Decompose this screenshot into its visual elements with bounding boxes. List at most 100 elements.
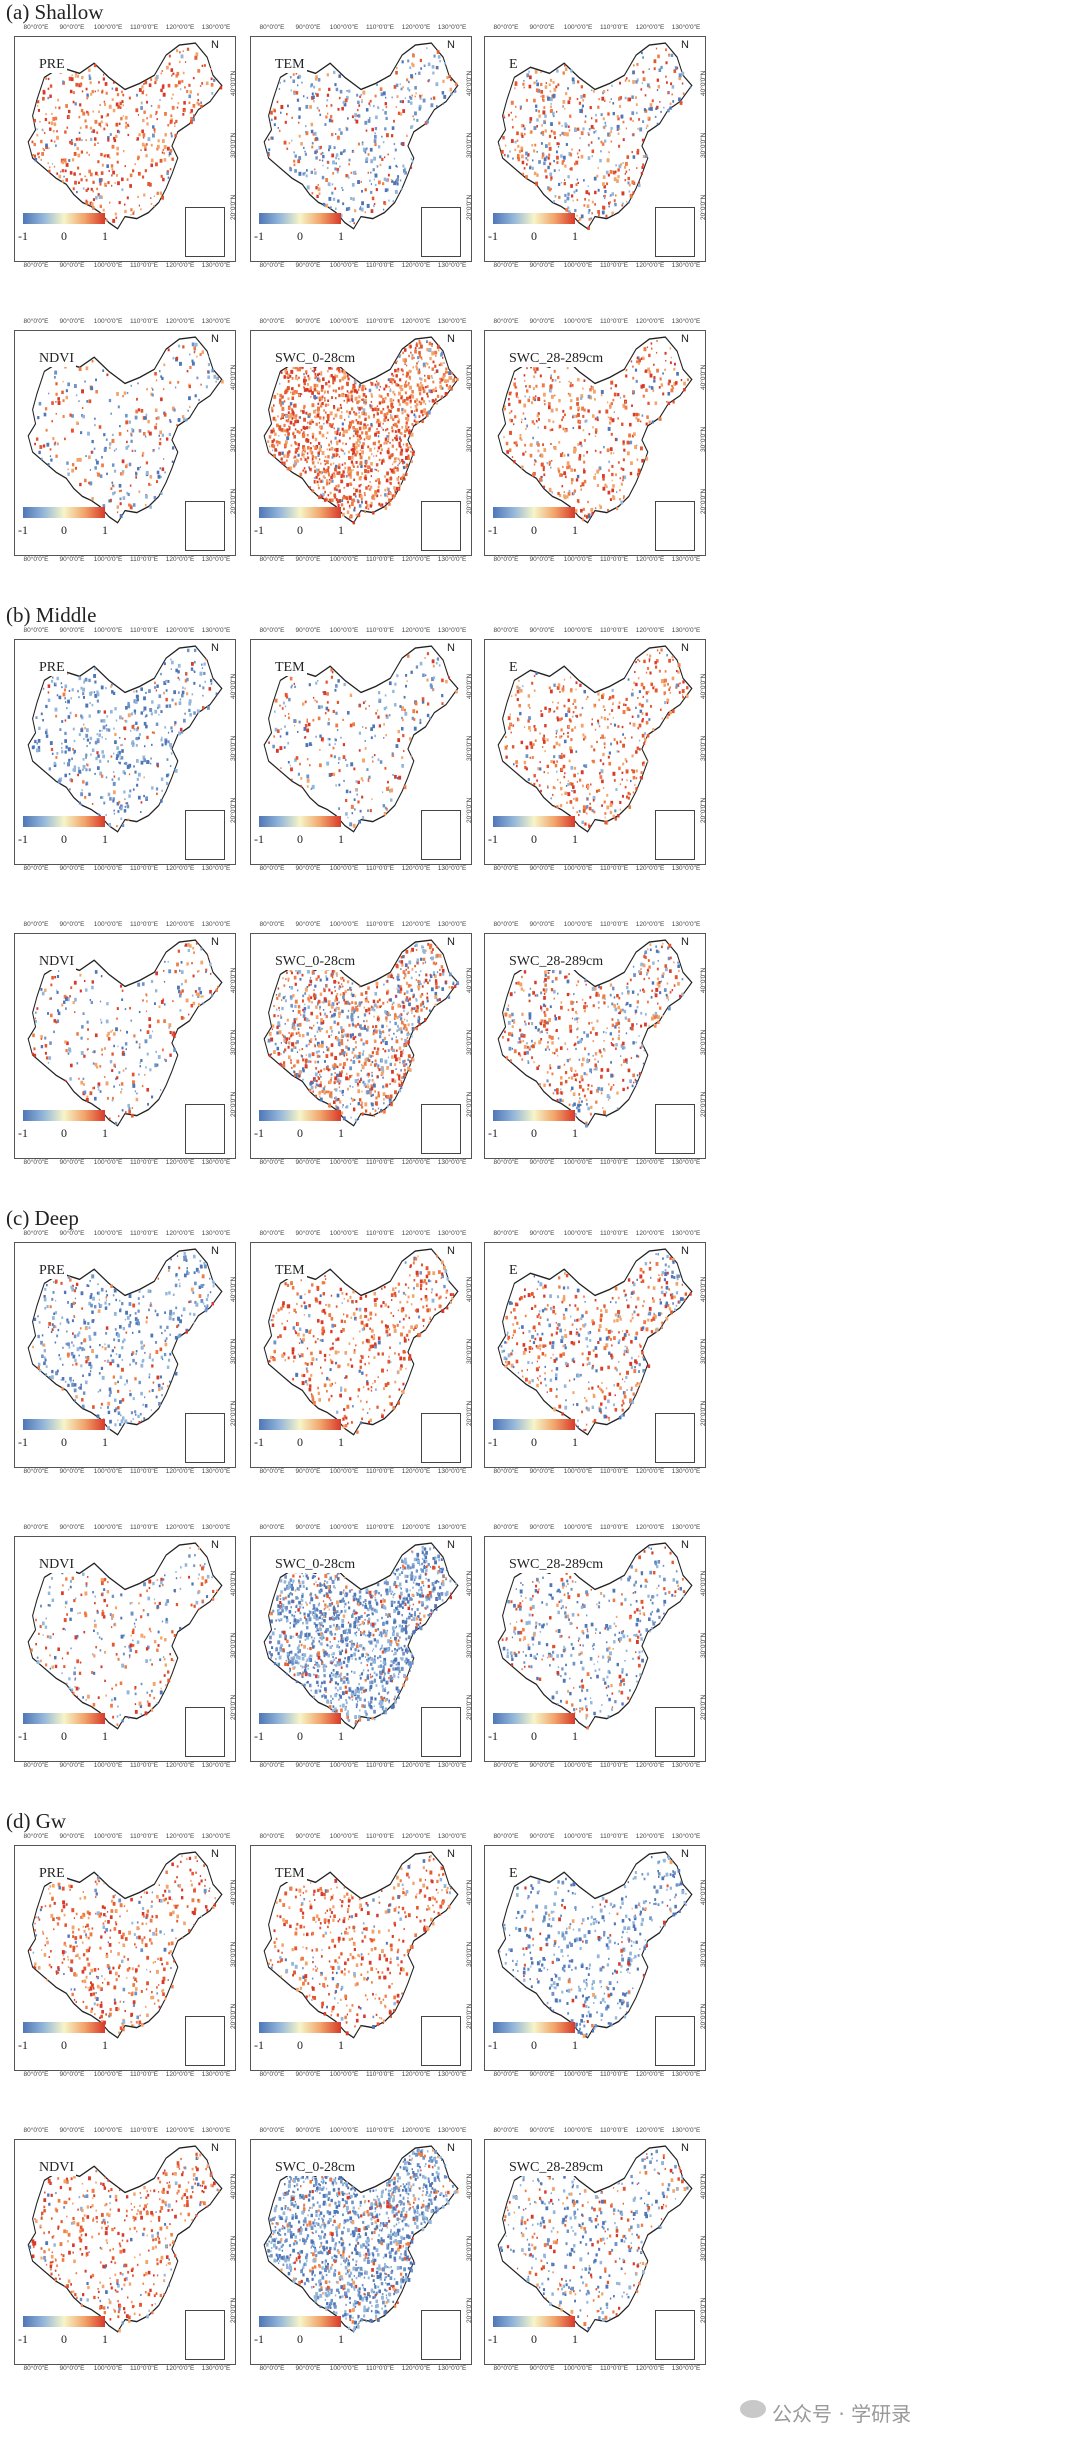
correlation-pixel — [595, 130, 597, 133]
correlation-pixel — [580, 723, 584, 728]
correlation-pixel — [557, 375, 560, 380]
correlation-pixel — [356, 434, 359, 438]
correlation-pixel — [370, 503, 373, 507]
correlation-pixel — [582, 93, 586, 98]
correlation-pixel — [624, 161, 628, 166]
correlation-pixel — [118, 130, 121, 134]
correlation-pixel — [345, 812, 348, 816]
correlation-pixel — [660, 110, 662, 113]
correlation-pixel — [552, 760, 556, 764]
correlation-pixel — [625, 760, 628, 763]
correlation-pixel — [121, 177, 124, 182]
correlation-pixel — [411, 160, 414, 163]
correlation-pixel — [544, 403, 546, 406]
correlation-pixel — [53, 761, 56, 765]
correlation-pixel — [92, 180, 95, 184]
correlation-pixel — [278, 428, 281, 431]
correlation-pixel — [387, 409, 391, 413]
correlation-pixel — [327, 737, 330, 741]
correlation-pixel — [422, 400, 426, 404]
correlation-pixel — [317, 392, 319, 394]
correlation-pixel — [542, 737, 545, 742]
correlation-pixel — [376, 463, 378, 467]
correlation-pixel — [141, 129, 144, 134]
colorbar — [259, 816, 341, 827]
correlation-pixel — [604, 483, 607, 487]
correlation-pixel — [305, 131, 309, 136]
correlation-pixel — [122, 104, 124, 107]
correlation-pixel — [544, 119, 546, 122]
correlation-pixel — [93, 137, 97, 141]
correlation-pixel — [514, 693, 517, 697]
correlation-pixel — [290, 444, 293, 447]
correlation-pixel — [671, 655, 674, 659]
correlation-pixel — [404, 399, 406, 401]
correlation-pixel — [528, 716, 531, 721]
correlation-pixel — [271, 409, 274, 413]
correlation-pixel — [178, 678, 181, 681]
lon-tick-label: 120°0'0"E — [165, 556, 195, 563]
correlation-pixel — [310, 787, 313, 790]
correlation-pixel — [588, 128, 591, 131]
lon-tick-label: 110°0'0"E — [365, 318, 395, 325]
correlation-pixel — [85, 728, 89, 733]
correlation-pixel — [653, 376, 656, 380]
correlation-pixel — [646, 653, 648, 656]
correlation-pixel — [72, 187, 75, 191]
correlation-pixel — [418, 351, 421, 355]
correlation-pixel — [335, 447, 339, 452]
correlation-pixel — [186, 89, 189, 93]
correlation-pixel — [328, 448, 331, 451]
correlation-pixel — [86, 763, 89, 767]
correlation-pixel — [48, 767, 51, 771]
correlation-pixel — [535, 181, 539, 186]
correlation-pixel — [55, 144, 57, 147]
correlation-pixel — [289, 676, 293, 681]
correlation-pixel — [314, 446, 318, 451]
correlation-pixel — [97, 193, 100, 197]
correlation-pixel — [310, 451, 314, 455]
correlation-pixel — [588, 192, 590, 195]
correlation-pixel — [571, 481, 573, 485]
correlation-pixel — [564, 108, 566, 110]
correlation-pixel — [118, 754, 121, 757]
correlation-pixel — [395, 66, 398, 70]
correlation-pixel — [311, 457, 314, 461]
correlation-pixel — [606, 805, 610, 810]
correlation-pixel — [341, 369, 344, 373]
correlation-pixel — [141, 91, 144, 95]
correlation-pixel — [640, 51, 643, 55]
lon-labels-bottom: 80°0'0"E 90°0'0"E 100°0'0"E 110°0'0"E 120°0'… — [16, 865, 231, 875]
correlation-pixel — [376, 411, 378, 414]
correlation-pixel — [402, 168, 406, 173]
correlation-pixel — [637, 127, 639, 130]
correlation-pixel — [114, 212, 117, 216]
correlation-pixel — [349, 437, 351, 440]
correlation-pixel — [91, 703, 94, 707]
correlation-pixel — [325, 437, 328, 440]
correlation-pixel — [272, 416, 276, 421]
correlation-pixel — [376, 428, 378, 430]
correlation-pixel — [606, 725, 609, 729]
correlation-pixel — [275, 748, 279, 753]
correlation-pixel — [289, 374, 292, 378]
correlation-pixel — [397, 464, 399, 467]
correlation-pixel — [583, 439, 586, 442]
lon-tick-label: 80°0'0"E — [259, 262, 285, 269]
correlation-pixel — [99, 104, 101, 107]
correlation-pixel — [386, 188, 389, 192]
correlation-pixel — [396, 776, 399, 780]
correlation-pixel — [122, 150, 125, 153]
correlation-pixel — [539, 374, 542, 378]
correlation-pixel — [360, 93, 362, 97]
correlation-pixel — [593, 748, 596, 752]
correlation-pixel — [629, 779, 632, 783]
south-china-sea-inset — [421, 501, 461, 551]
correlation-pixel — [317, 451, 321, 456]
correlation-pixel — [92, 129, 96, 133]
correlation-pixel — [638, 118, 641, 121]
correlation-pixel — [629, 193, 633, 198]
correlation-pixel — [54, 707, 58, 712]
correlation-pixel — [292, 422, 296, 427]
correlation-pixel — [556, 770, 558, 773]
